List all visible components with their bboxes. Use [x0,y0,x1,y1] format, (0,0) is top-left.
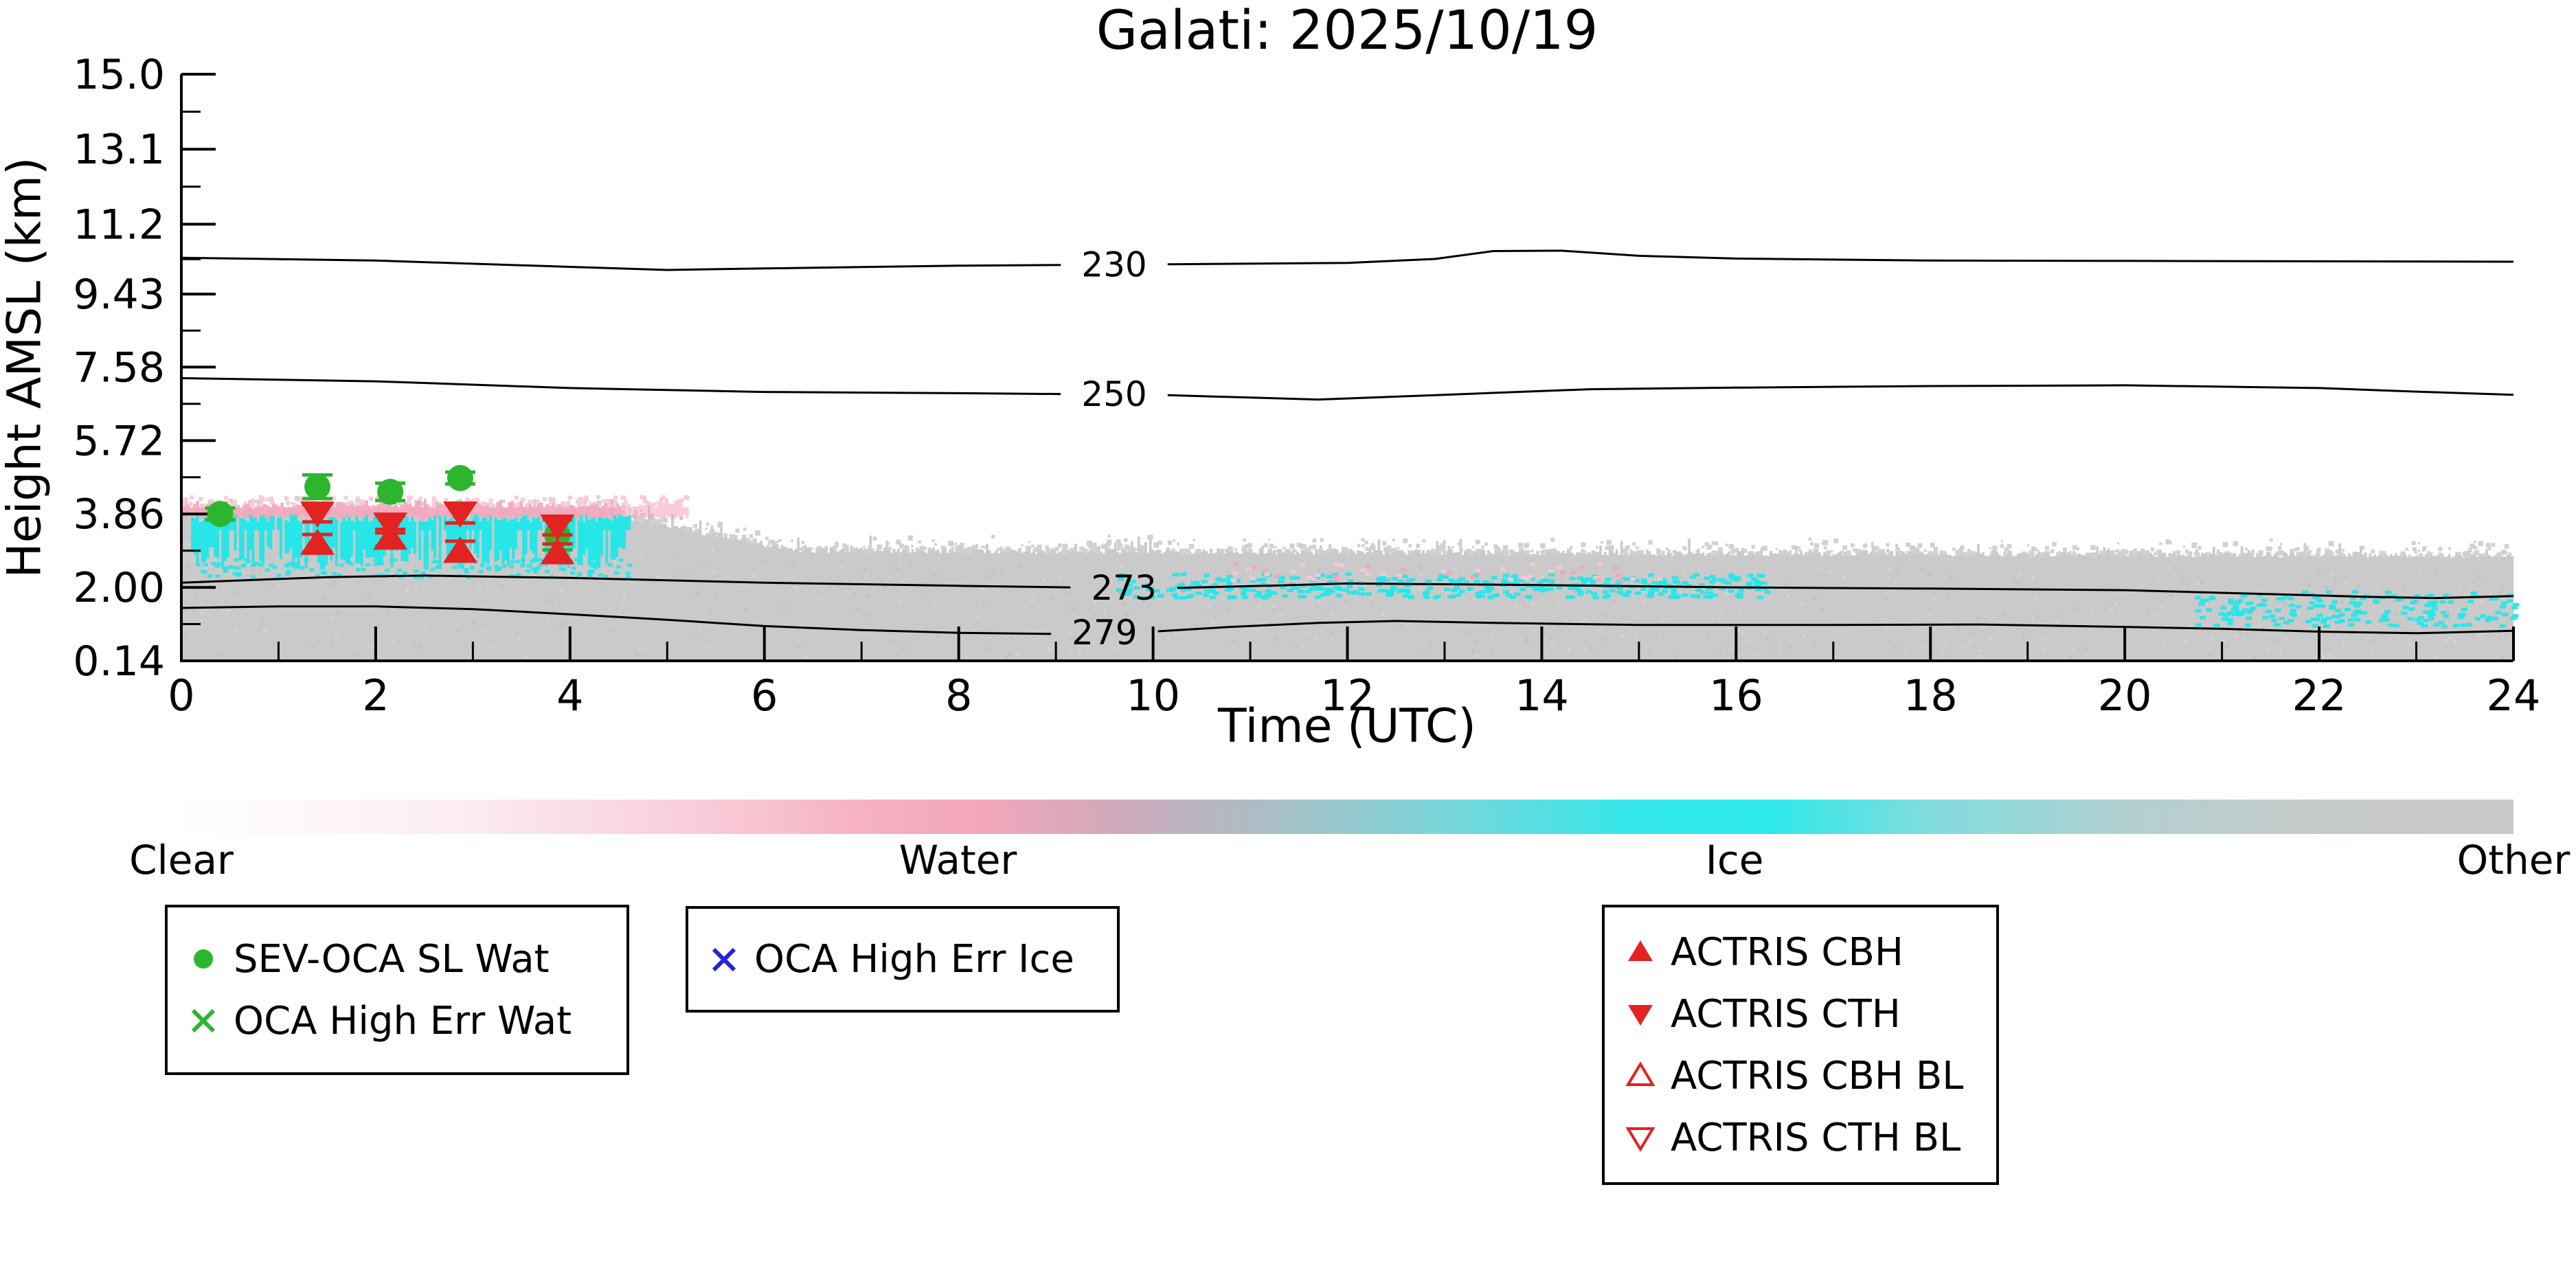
actris-cbh-marker [540,538,575,565]
x-tick-label: 10 [1126,670,1180,721]
legend-item-label: ACTRIS CTH BL [1671,1115,1961,1160]
sev-oca-sl-wat-marker [377,479,404,506]
legend-item-label: OCA High Err Ice [754,937,1074,982]
legend-item: ACTRIS CBH BL [1605,1045,1996,1107]
actris-cth-marker [300,501,335,528]
legend-item-label: ACTRIS CBH BL [1671,1053,1964,1098]
circle-icon [194,949,213,969]
x-tick-label: 12 [1320,670,1375,721]
x-tick-label: 2 [362,670,389,721]
colorbar-labels: Clear Water Ice Other [129,837,2570,885]
x-tick-label: 16 [1709,670,1763,721]
x-tick-label: 22 [2292,670,2347,721]
contour-label: 279 [1072,613,1137,653]
legend-item-label: ACTRIS CBH [1671,929,1904,975]
temperature-contours: 230 250 273 279 [181,245,2514,653]
y-tick-label: 15.0 [73,51,165,99]
colorbar-label-clear: Clear [129,837,234,883]
sev-oca-sl-wat-marker [447,464,473,491]
ice-region-sparse [2195,590,2520,629]
x-tick-label: 8 [945,670,972,721]
actris-cth-marker [540,515,575,541]
actris-cth-marker [442,501,477,528]
x-axis-label: Time (UTC) [1218,699,1476,754]
retrieval-markers [205,464,575,565]
tri-up-icon [1628,940,1653,961]
y-tick-label: 9.43 [73,271,165,319]
legend-item: ACTRIS CBH [1605,921,1996,983]
y-tick-label: 7.58 [73,343,165,392]
actris-cbh-marker [442,536,477,563]
tri-up-open-icon [1625,1061,1656,1086]
x-tick-label: 0 [168,670,194,721]
colorbar-label-water: Water [899,837,1017,883]
x-tick-label: 14 [1515,670,1569,721]
y-tick-label: 0.14 [73,637,165,686]
legend-item: OCA High Err Wat [168,990,626,1052]
actris-cbh-marker [300,528,335,555]
y-tick-label: 2.00 [73,564,165,612]
x-tick-label: 24 [2487,670,2541,721]
legend-item: SEV-OCA SL Wat [168,928,626,990]
legend-item: ACTRIS CTH BL [1605,1107,1996,1168]
x-icon [191,1008,216,1033]
legend-box-2: OCA High Err Ice [686,906,1120,1013]
x-tick-label: 4 [556,670,583,721]
cloud-mask-other [181,495,2514,661]
contour-label: 250 [1081,374,1146,414]
plot-area: 230 250 273 279 15.0 13.1 11.2 9.43 7.58 5.72 3.86… [73,51,2540,721]
sev-oca-sl-wat-marker [304,473,331,500]
plot-svg: 23025027327915.013.111.29.437.585.723.86… [73,51,2540,721]
water-specks [1231,562,1663,583]
colorbar-label-ice: Ice [1705,837,1764,883]
x-tick-label: 18 [1903,670,1958,721]
y-tick-label: 5.72 [73,417,165,465]
colorbar-label-other: Other [2456,837,2571,883]
contour-label: 230 [1081,245,1146,284]
chart-title: Galati: 2025/10/19 [1096,0,1598,62]
legend-item: OCA High Err Ice [688,929,1117,991]
legend-item-label: OCA High Err Wat [234,998,572,1043]
sev-oca-sl-wat-marker [207,501,234,528]
y-tick-label: 11.2 [73,201,165,249]
water-band [181,495,690,520]
axes: 15.013.111.29.437.585.723.862.000.140 2 4 6… [73,51,2540,721]
x-icon [712,947,736,971]
colorbar [181,800,2513,834]
legend-box-1: SEV-OCA SL Wat OCA High Err Wat [165,905,629,1075]
legend-box-3: ACTRIS CBH ACTRIS CTH ACTRIS CBH BL ACTRIS … [1602,905,1999,1185]
x-tick-label: 20 [2098,670,2152,721]
actris-cbh-marker [373,523,408,550]
y-tick-label: 13.1 [73,126,165,174]
legend-item-label: ACTRIS CTH [1671,991,1901,1037]
y-tick-label: 3.86 [73,490,165,539]
legend-item-label: SEV-OCA SL Wat [234,936,550,982]
contour-label: 273 [1091,568,1156,608]
x-tick-label: 6 [751,670,778,721]
tri-down-open-icon [1625,1127,1656,1152]
tri-down-icon [1628,1005,1653,1026]
legend-item: ACTRIS CTH [1605,983,1996,1045]
